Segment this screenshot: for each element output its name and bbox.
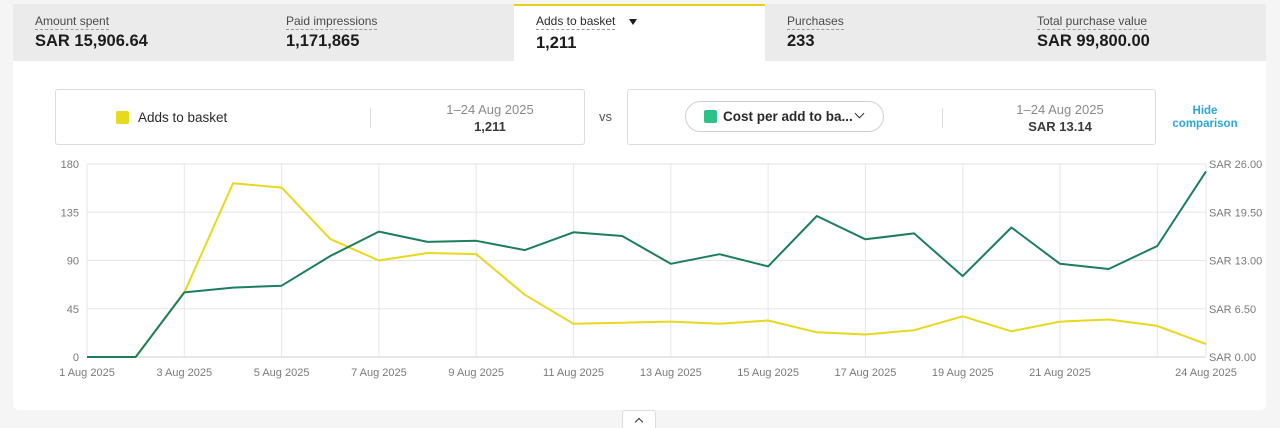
y-left-tick-label: 90: [67, 256, 79, 268]
tab-label-text: Adds to basket: [536, 14, 616, 28]
x-tick-label: 19 Aug 2025: [932, 367, 994, 379]
comparison-total: SAR 13.14: [1028, 119, 1092, 134]
y-left-tick-label: 135: [61, 207, 79, 219]
tab-amount-spent[interactable]: Amount spent SAR 15,906.64: [13, 4, 263, 61]
tab-value: 1,211: [536, 34, 577, 52]
divider: [370, 108, 371, 128]
x-tick-label: 1 Aug 2025: [59, 367, 115, 379]
caret-down-icon[interactable]: [629, 19, 637, 25]
comparison-metric-select[interactable]: Cost per add to ba...: [685, 101, 884, 132]
tab-label: Paid impressions: [286, 14, 378, 30]
series-line-adds-to-basket: [87, 182, 1207, 358]
x-tick-label: 24 Aug 2025: [1175, 367, 1237, 379]
y-right-tick-label: SAR 6.50: [1209, 304, 1256, 316]
x-tick-label: 17 Aug 2025: [835, 367, 897, 379]
tab-paid-impressions[interactable]: Paid impressions 1,171,865: [264, 4, 514, 61]
primary-metric-name: Adds to basket: [138, 110, 228, 125]
y-right-tick-label: SAR 19.50: [1209, 207, 1262, 219]
vs-label: vs: [599, 109, 612, 124]
y-left-tick-label: 45: [67, 304, 79, 316]
metric-tabs: Amount spent SAR 15,906.64 Paid impressi…: [13, 4, 1266, 62]
y-left-tick-label: 0: [73, 352, 79, 364]
tab-value: SAR 99,800.00: [1037, 32, 1150, 50]
primary-metric-box: Adds to basket 1–24 Aug 2025 1,211: [55, 89, 585, 145]
comparison-date-range: 1–24 Aug 2025: [1016, 102, 1104, 117]
x-tick-label: 13 Aug 2025: [640, 367, 702, 379]
chart-panel: Adds to basket 1–24 Aug 2025 1,211 vs Co…: [13, 61, 1266, 410]
tab-purchases[interactable]: Purchases 233: [765, 4, 1015, 61]
x-tick-label: 15 Aug 2025: [737, 367, 799, 379]
x-tick-label: 3 Aug 2025: [156, 367, 212, 379]
x-tick-label: 11 Aug 2025: [543, 367, 604, 379]
x-tick-label: 21 Aug 2025: [1029, 367, 1091, 379]
primary-total: 1,211: [474, 119, 506, 134]
y-right-tick-label: SAR 13.00: [1209, 256, 1262, 268]
y-right-tick-label: SAR 0.00: [1209, 352, 1256, 364]
tab-total-purchase-value[interactable]: Total purchase value SAR 99,800.00: [1015, 4, 1266, 61]
y-right-tick-label: SAR 26.00: [1209, 159, 1262, 171]
comparison-metric-box: Cost per add to ba... 1–24 Aug 2025 SAR …: [627, 89, 1156, 145]
tab-label: Amount spent: [35, 14, 110, 30]
x-tick-label: 9 Aug 2025: [448, 367, 504, 379]
tab-label: Adds to basket: [536, 14, 616, 30]
tab-value: 233: [787, 32, 815, 50]
comparison-metric-name: Cost per add to ba...: [723, 109, 853, 124]
x-tick-label: 7 Aug 2025: [351, 367, 407, 379]
x-tick-label: 5 Aug 2025: [254, 367, 310, 379]
tab-label: Purchases: [787, 14, 844, 30]
primary-date-range: 1–24 Aug 2025: [446, 102, 534, 117]
chevron-down-icon: [854, 108, 865, 119]
tab-label: Total purchase value: [1037, 14, 1148, 30]
collapse-button[interactable]: [622, 410, 656, 428]
tab-value: 1,171,865: [286, 32, 360, 50]
tab-value: SAR 15,906.64: [35, 32, 148, 50]
line-chart: 0 SAR 0.00 45 SAR 6.50 90 SAR 13.00 135 SAR 19.…: [59, 159, 1262, 379]
hide-comparison-link[interactable]: Hide comparison: [1172, 105, 1238, 130]
chevron-up-icon: [634, 417, 644, 427]
green-swatch-icon: [704, 110, 717, 123]
yellow-swatch-icon: [116, 111, 129, 124]
y-left-tick-label: 180: [61, 159, 79, 171]
divider: [942, 108, 943, 128]
tab-adds-to-basket[interactable]: Adds to basket 1,211: [514, 4, 765, 62]
series-line-cost-per-add: [87, 170, 1207, 358]
